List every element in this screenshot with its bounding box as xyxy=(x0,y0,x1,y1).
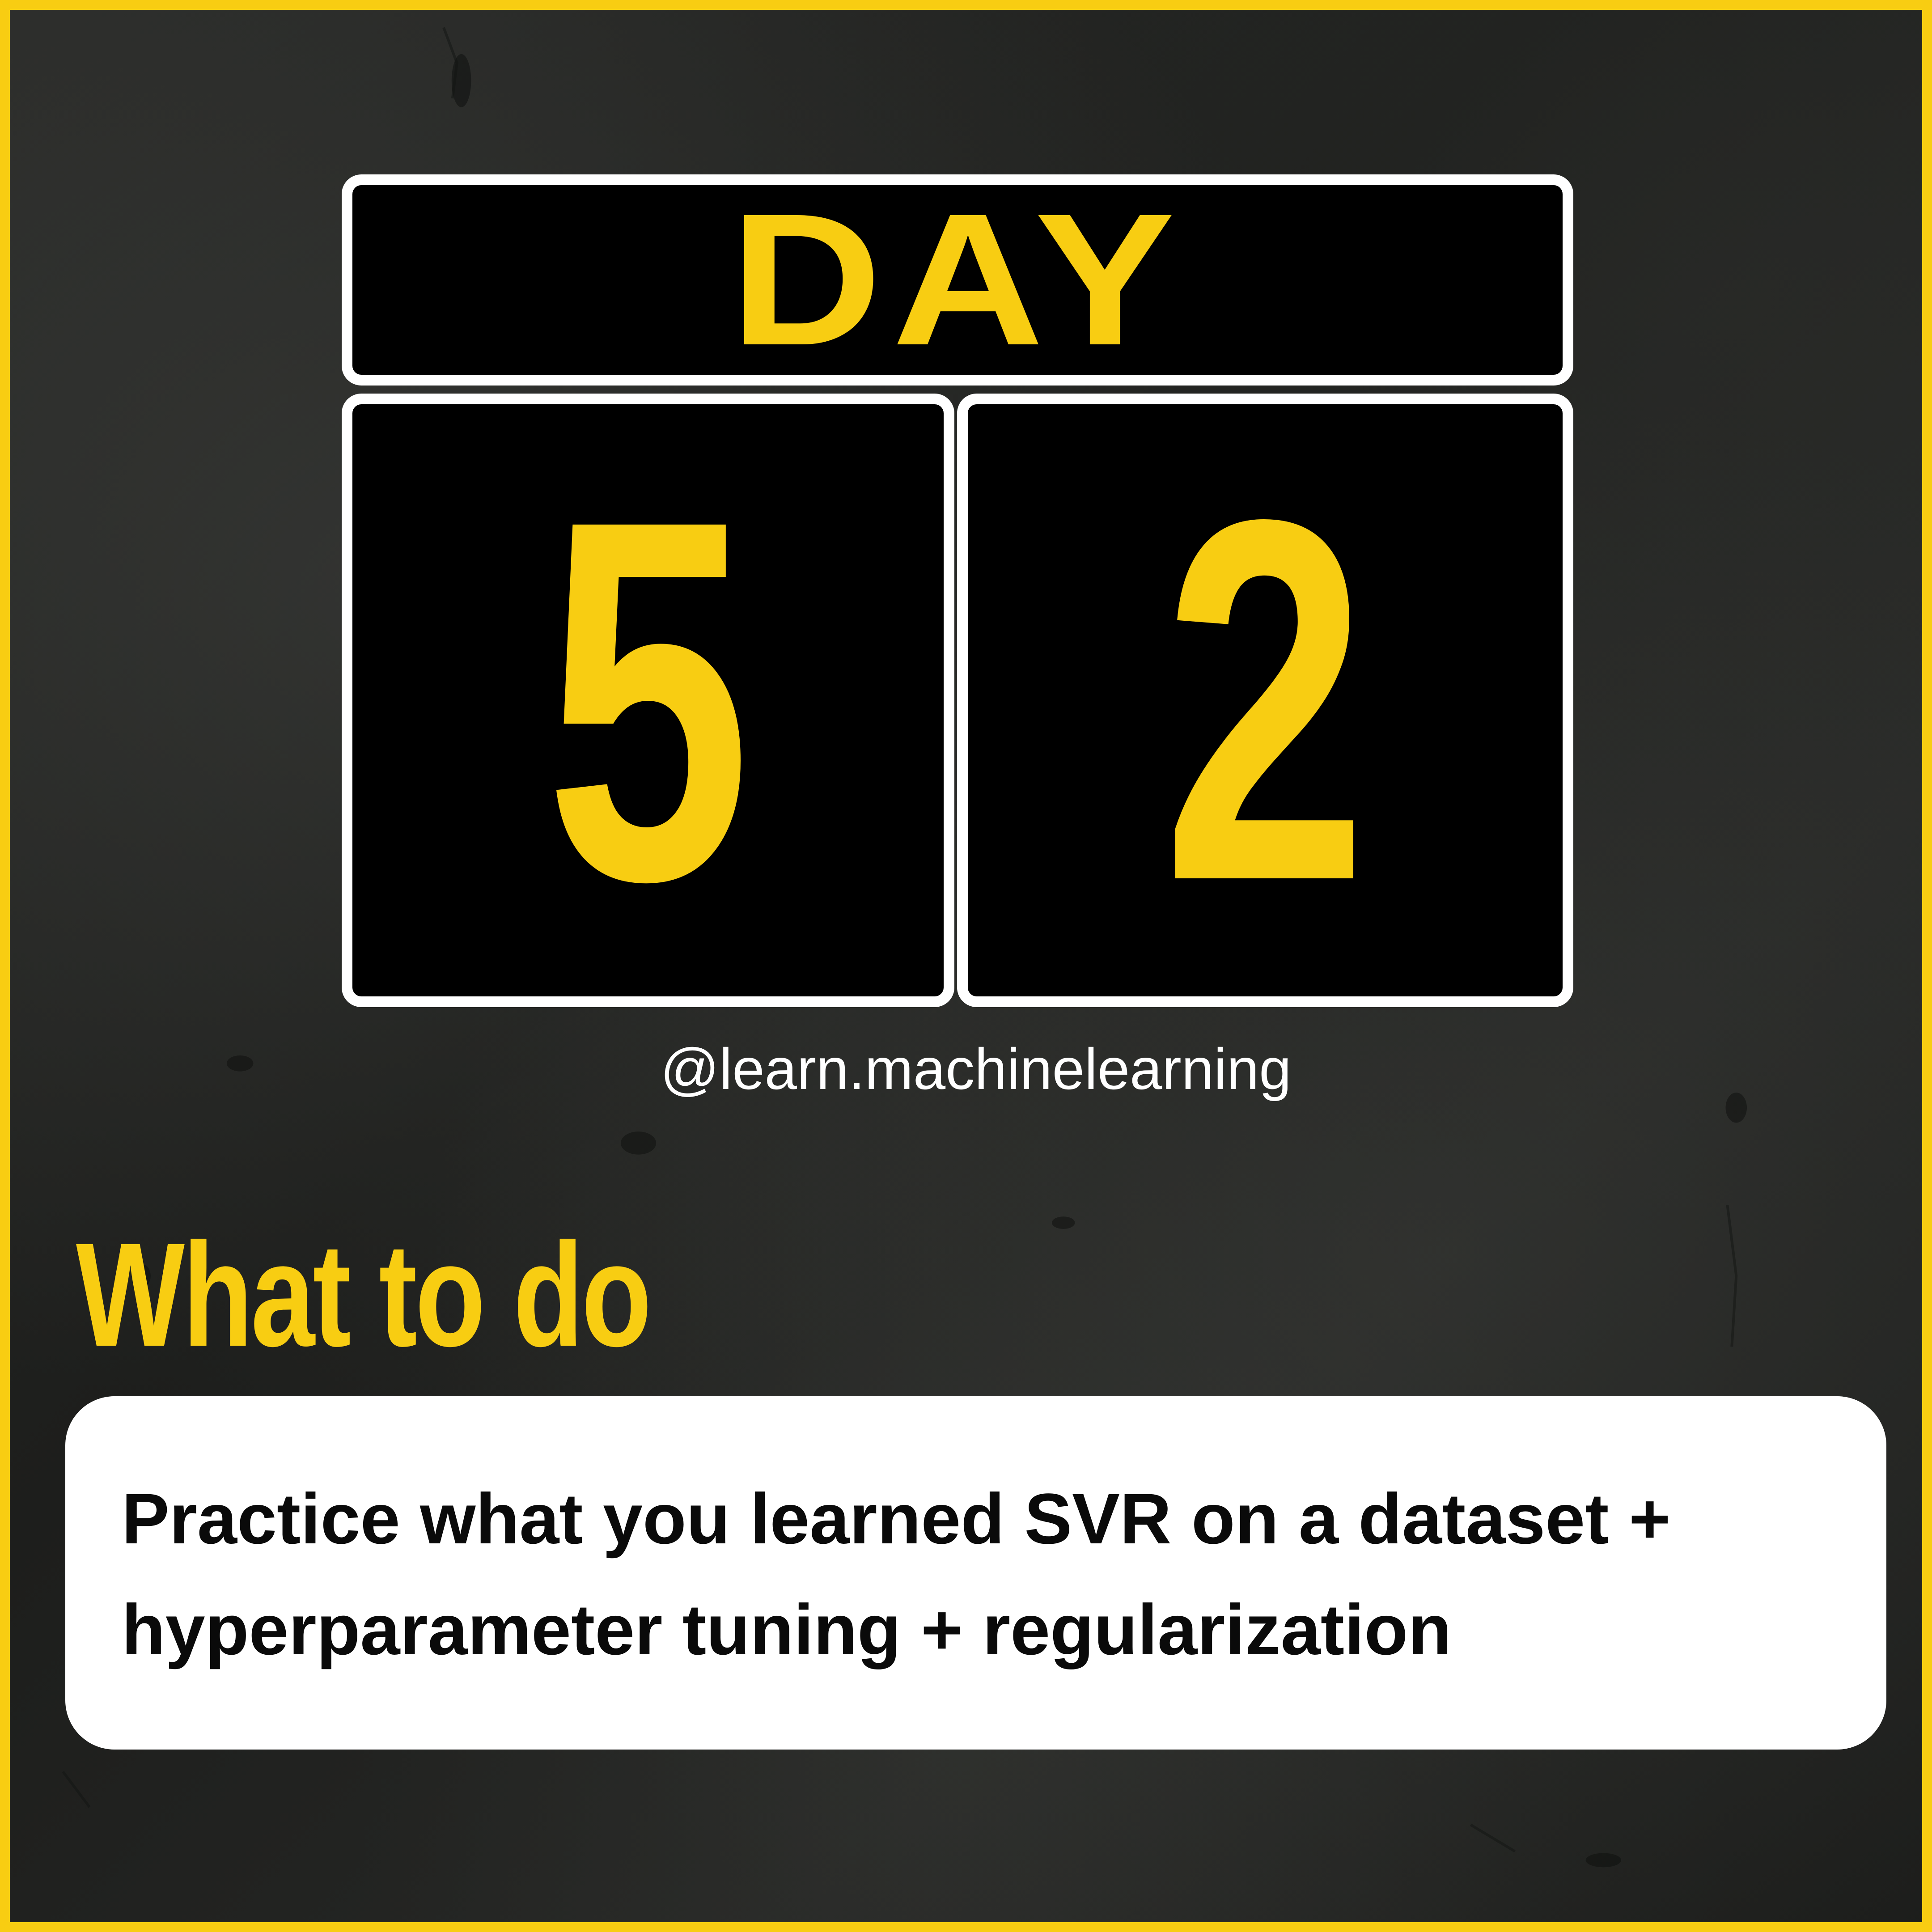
section-title: What to do xyxy=(76,1212,652,1377)
day-digit-tens-panel: 5 xyxy=(342,394,954,1007)
day-digit-ones-panel: 2 xyxy=(957,394,1573,1007)
task-line: Practice what you learned SVR on a datas… xyxy=(122,1479,1671,1559)
day-label-panel: DAY xyxy=(342,174,1573,386)
day-label: DAY xyxy=(730,175,1185,385)
account-handle: @learn.machinelearning xyxy=(660,1036,1292,1102)
task-card: Practice what you learned SVR on a datas… xyxy=(65,1396,1886,1750)
day-digit-ones: 2 xyxy=(1162,413,1368,987)
day-digit-tens: 5 xyxy=(545,413,751,987)
grunge-texture xyxy=(62,27,1747,1868)
task-line: hyperparameter tuning + regularization xyxy=(122,1589,1452,1669)
